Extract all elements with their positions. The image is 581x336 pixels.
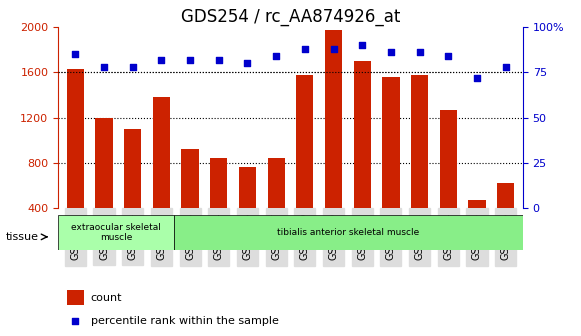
Text: tissue: tissue <box>6 232 39 242</box>
Bar <box>296 75 314 208</box>
Bar <box>382 77 400 208</box>
Bar <box>325 30 342 208</box>
Bar <box>67 290 84 305</box>
Bar <box>411 75 428 208</box>
Bar <box>210 158 227 208</box>
Bar <box>124 129 141 208</box>
FancyBboxPatch shape <box>174 215 523 250</box>
Bar <box>497 183 514 208</box>
Bar <box>95 118 113 208</box>
Point <box>329 46 338 51</box>
Text: extraocular skeletal
muscle: extraocular skeletal muscle <box>71 223 161 242</box>
Point <box>357 42 367 48</box>
Point <box>99 64 109 70</box>
Point <box>185 57 195 62</box>
Point <box>472 75 482 80</box>
Bar <box>267 158 285 208</box>
Point <box>444 53 453 58</box>
Point <box>386 50 396 55</box>
FancyBboxPatch shape <box>58 215 174 250</box>
Point <box>271 53 281 58</box>
Point <box>415 50 424 55</box>
Bar <box>67 69 84 208</box>
Point <box>300 46 310 51</box>
Point <box>71 318 80 323</box>
Bar <box>440 110 457 208</box>
Text: count: count <box>91 293 122 303</box>
Point <box>243 60 252 66</box>
Bar <box>468 200 486 208</box>
Bar <box>153 97 170 208</box>
Point <box>214 57 224 62</box>
Bar <box>181 149 199 208</box>
Point <box>157 57 166 62</box>
Text: percentile rank within the sample: percentile rank within the sample <box>91 316 278 326</box>
Title: GDS254 / rc_AA874926_at: GDS254 / rc_AA874926_at <box>181 8 400 26</box>
Bar <box>239 167 256 208</box>
Point <box>71 51 80 57</box>
Text: tibialis anterior skeletal muscle: tibialis anterior skeletal muscle <box>278 228 419 237</box>
Bar <box>354 61 371 208</box>
Point <box>128 64 137 70</box>
Point <box>501 64 510 70</box>
